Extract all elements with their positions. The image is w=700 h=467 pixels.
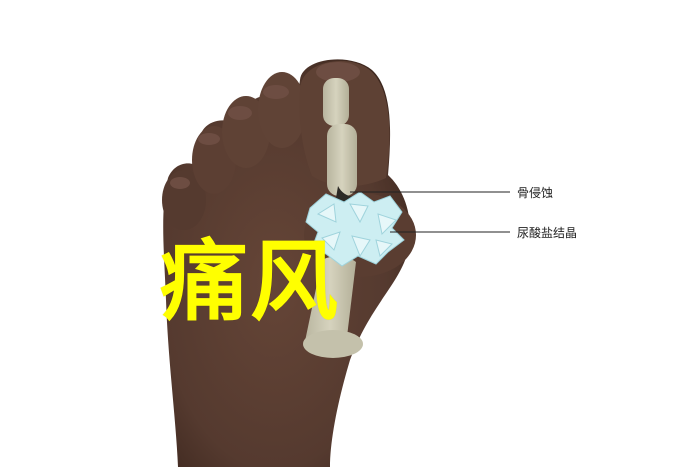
label-bone-erosion: 骨侵蚀 (517, 186, 554, 200)
title: 痛风 (160, 230, 341, 333)
toenail-5 (170, 177, 190, 189)
big-toenail (316, 62, 360, 82)
metatarsal-head (303, 330, 363, 358)
toenail-4 (198, 133, 220, 145)
distal-phalanx (323, 78, 349, 126)
big-toe-bones (303, 78, 363, 358)
toenail-3 (228, 106, 252, 120)
urate-crystal-cluster (305, 191, 405, 267)
label-urate-crystals: 尿酸盐结晶 (517, 226, 578, 240)
proximal-phalanx (327, 124, 357, 196)
toenail-2 (263, 85, 289, 99)
toe-2 (258, 72, 306, 148)
